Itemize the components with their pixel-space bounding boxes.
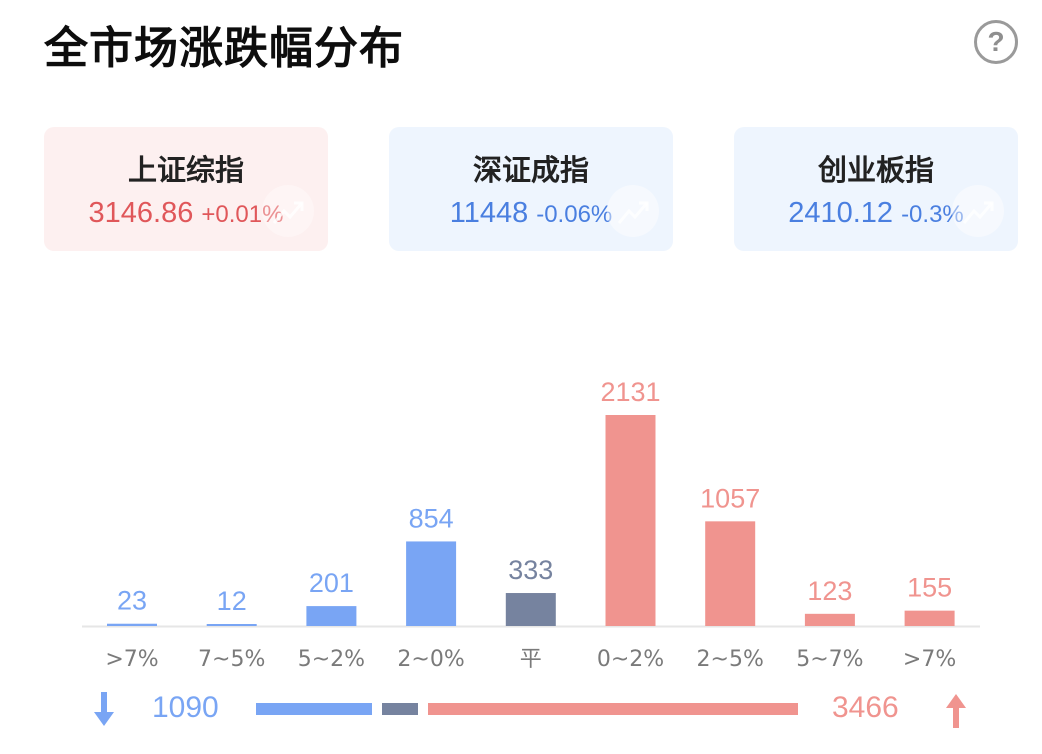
category-label-6: 2~5%: [697, 647, 764, 672]
trend-up-watermark-icon: [952, 185, 1004, 237]
help-icon[interactable]: ?: [974, 20, 1018, 64]
flat-ratio-bar: [382, 703, 418, 715]
category-label-1: 7~5%: [198, 647, 265, 672]
category-label-7: 5~7%: [796, 647, 863, 672]
distribution-chart: 23 >7% 12 7~5% 201 5~2% 854 2~0% 333 平 2131 0~2% 105…: [82, 377, 980, 672]
index-name: 上证综指: [127, 153, 244, 187]
index-change: -0.06%: [536, 201, 613, 228]
bar-3: [406, 541, 457, 626]
index-card-chinext[interactable]: 创业板指 2410.12 -0.3%: [734, 127, 1018, 251]
index-value: 11448: [449, 197, 529, 229]
category-label-0: >7%: [105, 647, 158, 672]
bar-value-label-3: 854: [409, 503, 454, 533]
category-label-3: 2~0%: [397, 647, 464, 672]
trend-up-watermark-icon: [262, 185, 314, 237]
index-card-shanghai[interactable]: 上证综指 3146.86 +0.01%: [44, 127, 328, 251]
up-ratio-bar: [427, 703, 798, 715]
index-card-shenzhen[interactable]: 深证成指 11448 -0.06%: [389, 127, 673, 251]
page-title: 全市场涨跌幅分布: [44, 23, 404, 74]
category-label-8: >7%: [903, 647, 956, 672]
bar-value-label-8: 155: [907, 573, 952, 603]
bar-8: [904, 610, 955, 626]
bar-4: [505, 593, 556, 626]
bar-7: [804, 613, 855, 626]
category-label-5: 0~2%: [597, 647, 664, 672]
index-change: -0.3%: [901, 201, 964, 228]
bar-value-label-2: 201: [309, 568, 354, 598]
trend-up-watermark-icon: [607, 185, 659, 237]
bar-5: [605, 415, 656, 626]
bar-value-label-4: 333: [508, 555, 553, 585]
bar-0: [107, 623, 157, 626]
bar-2: [306, 606, 357, 626]
index-value: 2410.12: [788, 197, 894, 229]
down-ratio-bar: [256, 703, 373, 715]
up-total-count: 3466: [832, 691, 899, 724]
bar-value-label-6: 1057: [700, 483, 760, 513]
bar-1: [206, 624, 257, 626]
help-glyph: ?: [987, 26, 1005, 57]
index-change: +0.01%: [201, 201, 284, 228]
index-name: 深证成指: [472, 153, 589, 187]
index-name: 创业板指: [817, 153, 934, 187]
arrow-up-icon: [946, 694, 966, 728]
down-total-count: 1090: [152, 691, 219, 724]
category-label-2: 5~2%: [298, 647, 365, 672]
arrow-down-icon: [94, 692, 114, 726]
bar-6: [705, 521, 756, 626]
bar-value-label-1: 12: [217, 586, 247, 616]
category-label-4: 平: [520, 647, 542, 672]
bar-value-label-7: 123: [807, 576, 852, 606]
index-value: 3146.86: [88, 197, 194, 229]
bar-value-label-5: 2131: [600, 377, 660, 407]
bar-value-label-0: 23: [117, 586, 147, 616]
